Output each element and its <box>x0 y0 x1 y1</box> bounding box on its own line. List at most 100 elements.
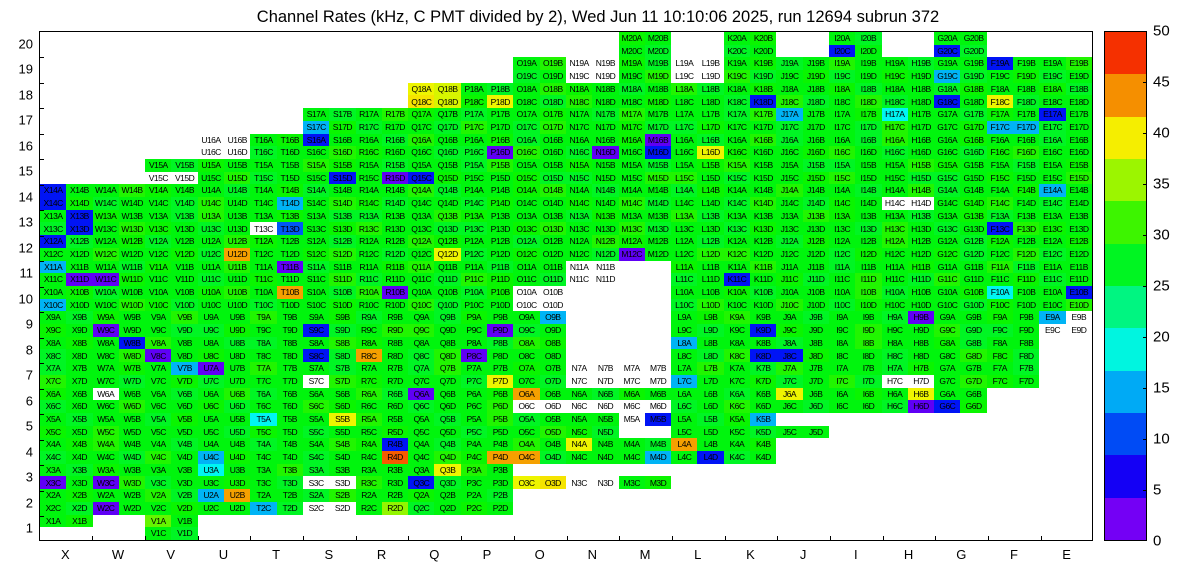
channel-subcell: N7A <box>571 363 588 374</box>
channel-subcell <box>934 489 960 502</box>
heatmap-cell: J16A J16B J16C J16D <box>776 133 829 159</box>
channel-subcell: H15D <box>907 171 935 185</box>
heatmap-cell: T7A T7B T7C T7D <box>250 362 303 388</box>
channel-subcell: I9D <box>855 324 882 337</box>
channel-subcell: Q8D <box>434 349 461 363</box>
channel-subcell: J15B <box>802 158 829 172</box>
channel-subcell: V11D <box>171 273 198 286</box>
channel-subcell: S6A <box>302 387 330 401</box>
channel-subcell: Q12C <box>408 247 435 261</box>
channel-subcell: G12D <box>960 247 987 261</box>
heatmap-cell: R3A R3B R3C R3D <box>355 463 409 490</box>
heatmap-cell: K11A K11B K11C K11D <box>723 260 777 286</box>
heatmap-cell: F8A F8B F8C F8D <box>986 336 1040 363</box>
channel-subcell <box>908 502 934 515</box>
channel-subcell: Q13A <box>408 209 435 223</box>
channel-subcell: S12D <box>329 247 356 261</box>
heatmap-cell <box>40 83 93 108</box>
channel-subcell: N15D <box>592 171 619 185</box>
channel-subcell: X7B <box>66 362 93 375</box>
channel-subcell: X2A <box>40 489 67 502</box>
heatmap-cell <box>461 32 514 57</box>
channel-subcell <box>434 527 460 540</box>
channel-subcell: S8C <box>302 349 330 363</box>
channel-subcell: X14C <box>40 197 67 210</box>
heatmap-cell: W12A W12B W12C W12D <box>92 235 146 261</box>
channel-subcell: X9B <box>66 311 93 325</box>
channel-subcell <box>540 32 566 45</box>
channel-subcell: U2A <box>197 489 225 502</box>
channel-subcell: N4D <box>592 451 619 464</box>
channel-subcell: M19C <box>618 70 645 83</box>
channel-subcell: S9A <box>302 311 330 325</box>
channel-subcell: K7D <box>750 374 777 388</box>
channel-subcell: T6A <box>250 387 277 401</box>
heatmap-cell: J19A J19B J19C J19D <box>776 57 829 83</box>
channel-subcell <box>671 476 697 489</box>
channel-subcell <box>697 32 723 45</box>
heatmap-cell: H11A H11B H11C H11D <box>881 260 935 286</box>
channel-subcell: O14A <box>513 184 540 198</box>
channel-subcell: T13A <box>250 209 277 223</box>
channel-subcell <box>487 45 513 58</box>
channel-subcell <box>171 32 197 45</box>
heatmap-cell: T13A T13B T13C T13D <box>250 209 303 236</box>
channel-subcell: R12A <box>355 235 382 248</box>
channel-subcell: N6A <box>565 387 593 401</box>
heatmap-cell <box>198 515 251 540</box>
channel-subcell: O18C <box>513 95 540 109</box>
channel-subcell: N18C <box>565 95 593 109</box>
x-axis-tick <box>988 536 990 540</box>
channel-subcell <box>592 527 618 540</box>
channel-subcell <box>829 464 855 477</box>
channel-subcell <box>224 95 250 108</box>
channel-subcell: X8D <box>66 349 93 363</box>
channel-subcell <box>592 311 618 324</box>
channel-subcell: M19B <box>644 57 672 71</box>
channel-subcell <box>829 502 855 515</box>
channel-subcell: T15D <box>276 171 303 185</box>
channel-subcell: L10C <box>671 298 698 312</box>
channel-subcell: P18D <box>487 95 514 109</box>
x-axis-tick <box>935 536 937 540</box>
heatmap-cell <box>829 489 882 514</box>
channel-subcell: Q15C <box>408 171 435 185</box>
channel-subcell: Q9A <box>408 311 435 325</box>
channel-subcell: H16A <box>881 133 908 147</box>
channel-subcell: L4D <box>697 451 724 464</box>
heatmap-cell: T9A T9B T9C T9D <box>250 311 303 337</box>
channel-subcell <box>776 413 802 426</box>
heatmap-cell: W13A W13B W13C W13D <box>92 209 146 236</box>
channel-subcell: P8D <box>487 349 514 363</box>
channel-subcell: E11A <box>1039 260 1066 274</box>
channel-subcell: R15A <box>355 158 382 172</box>
channel-subcell <box>645 324 671 337</box>
heatmap-cell: T6A T6B T6C T6D <box>250 387 303 413</box>
channel-subcell: H10B <box>907 285 935 299</box>
channel-subcell: O19B <box>539 57 566 71</box>
heatmap-cell: X2A X2B X2C X2D <box>40 489 93 515</box>
channel-subcell: F15D <box>1013 171 1040 185</box>
heatmap-cell: O4A O4B O4C O4D <box>513 438 566 464</box>
heatmap-cell: J17A J17B J17C J17D <box>776 108 829 134</box>
heatmap-cell: O15A O15B O15C O15D <box>513 158 566 185</box>
heatmap-cell: Q8A Q8B Q8C Q8D <box>408 336 461 363</box>
channel-subcell: X3D <box>66 476 93 490</box>
channel-subcell: P2D <box>487 501 514 515</box>
channel-subcell: L14D <box>697 197 724 210</box>
heatmap-cell <box>724 464 777 489</box>
x-axis-tick <box>92 536 94 540</box>
channel-subcell: H13B <box>907 209 935 223</box>
channel-subcell: N16C <box>565 146 593 159</box>
channel-subcell <box>198 515 224 528</box>
channel-subcell <box>855 502 881 515</box>
heatmap-cell: O5A O5B O5C O5D <box>513 412 566 439</box>
heatmap-cell: L5A L5B L5C L5D <box>671 412 724 439</box>
channel-subcell: P8C <box>460 349 488 363</box>
heatmap-cell: S17A S17B S17C S17D <box>302 108 356 134</box>
x-axis-label: P <box>482 547 492 562</box>
heatmap-cell: L19A L19B L19C L19D <box>671 57 724 82</box>
heatmap-cell: S7A S7B S7C S7D <box>302 362 356 388</box>
channel-subcell: F8A <box>986 336 1014 350</box>
channel-subcell <box>250 515 276 528</box>
